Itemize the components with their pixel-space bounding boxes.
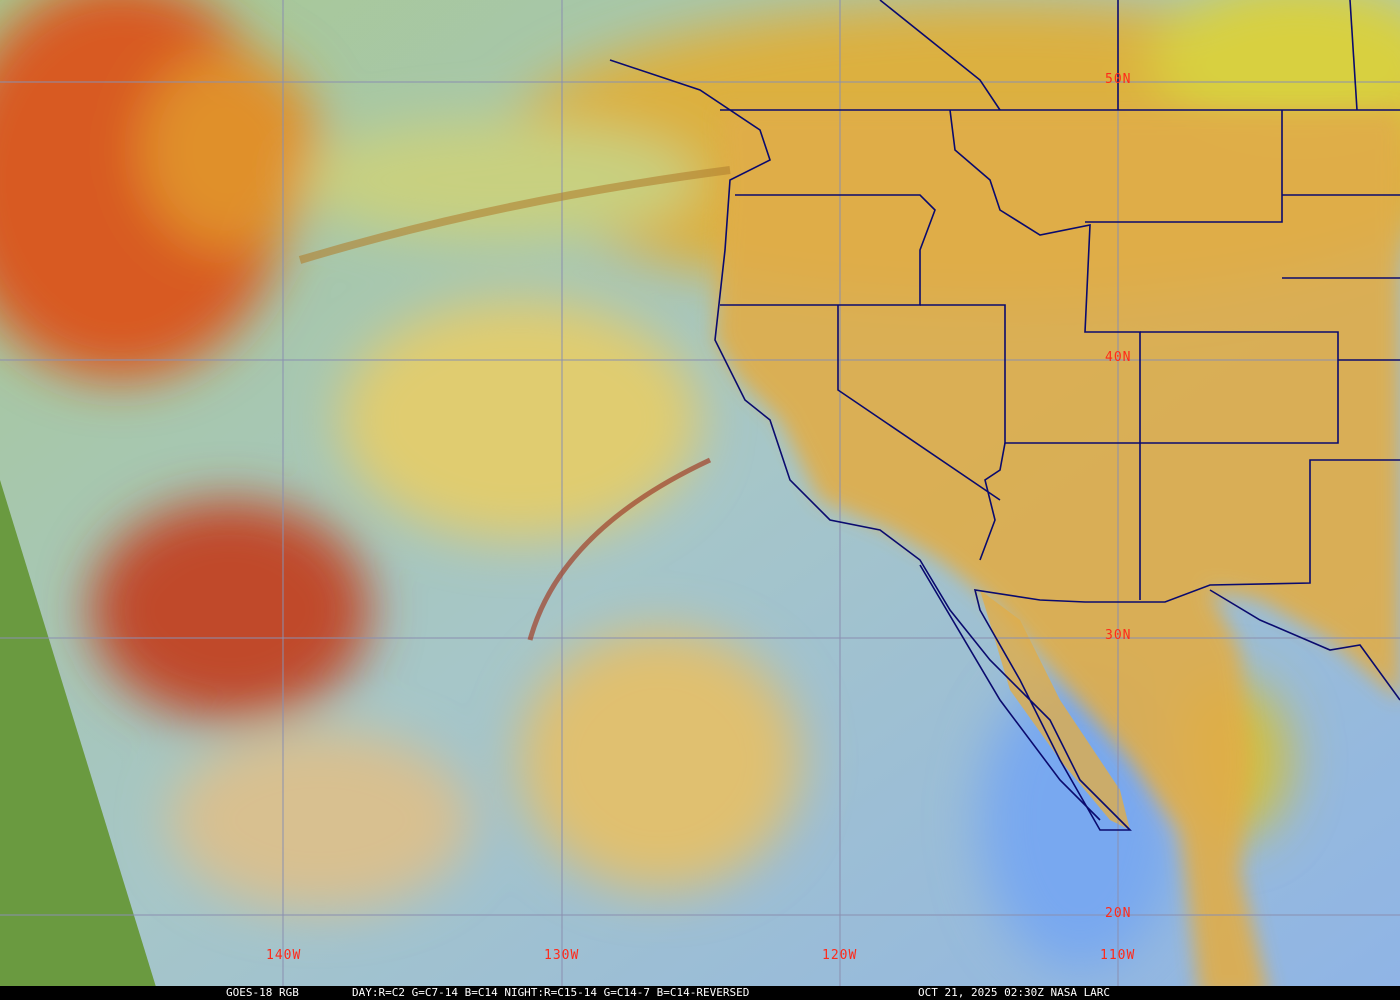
lon-label-120w: 120W xyxy=(822,948,858,963)
caption-satellite: GOES-18 RGB xyxy=(226,986,299,999)
night-terminator-region xyxy=(0,480,160,1000)
political-borders xyxy=(609,0,1400,831)
caption-timestamp: OCT 21, 2025 02:30Z NASA LARC xyxy=(918,986,1111,999)
lon-label-110w: 110W xyxy=(1100,948,1136,963)
cloud-band xyxy=(527,457,712,641)
caption-recipe: DAY:R=C2 G=C7-14 B=C14 NIGHT:R=C15-14 G=… xyxy=(352,986,750,999)
lat-label-50n: 50N xyxy=(1105,72,1132,87)
lon-label-140w: 140W xyxy=(266,948,302,963)
lat-label-20n: 20N xyxy=(1105,906,1132,921)
lat-label-30n: 30N xyxy=(1105,628,1132,643)
lon-label-130w: 130W xyxy=(544,948,580,963)
cloud-band xyxy=(298,166,731,264)
lat-label-40n: 40N xyxy=(1105,350,1132,365)
image-caption: GOES-18 RGB DAY:R=C2 G=C7-14 B=C14 NIGHT… xyxy=(0,986,1400,1000)
